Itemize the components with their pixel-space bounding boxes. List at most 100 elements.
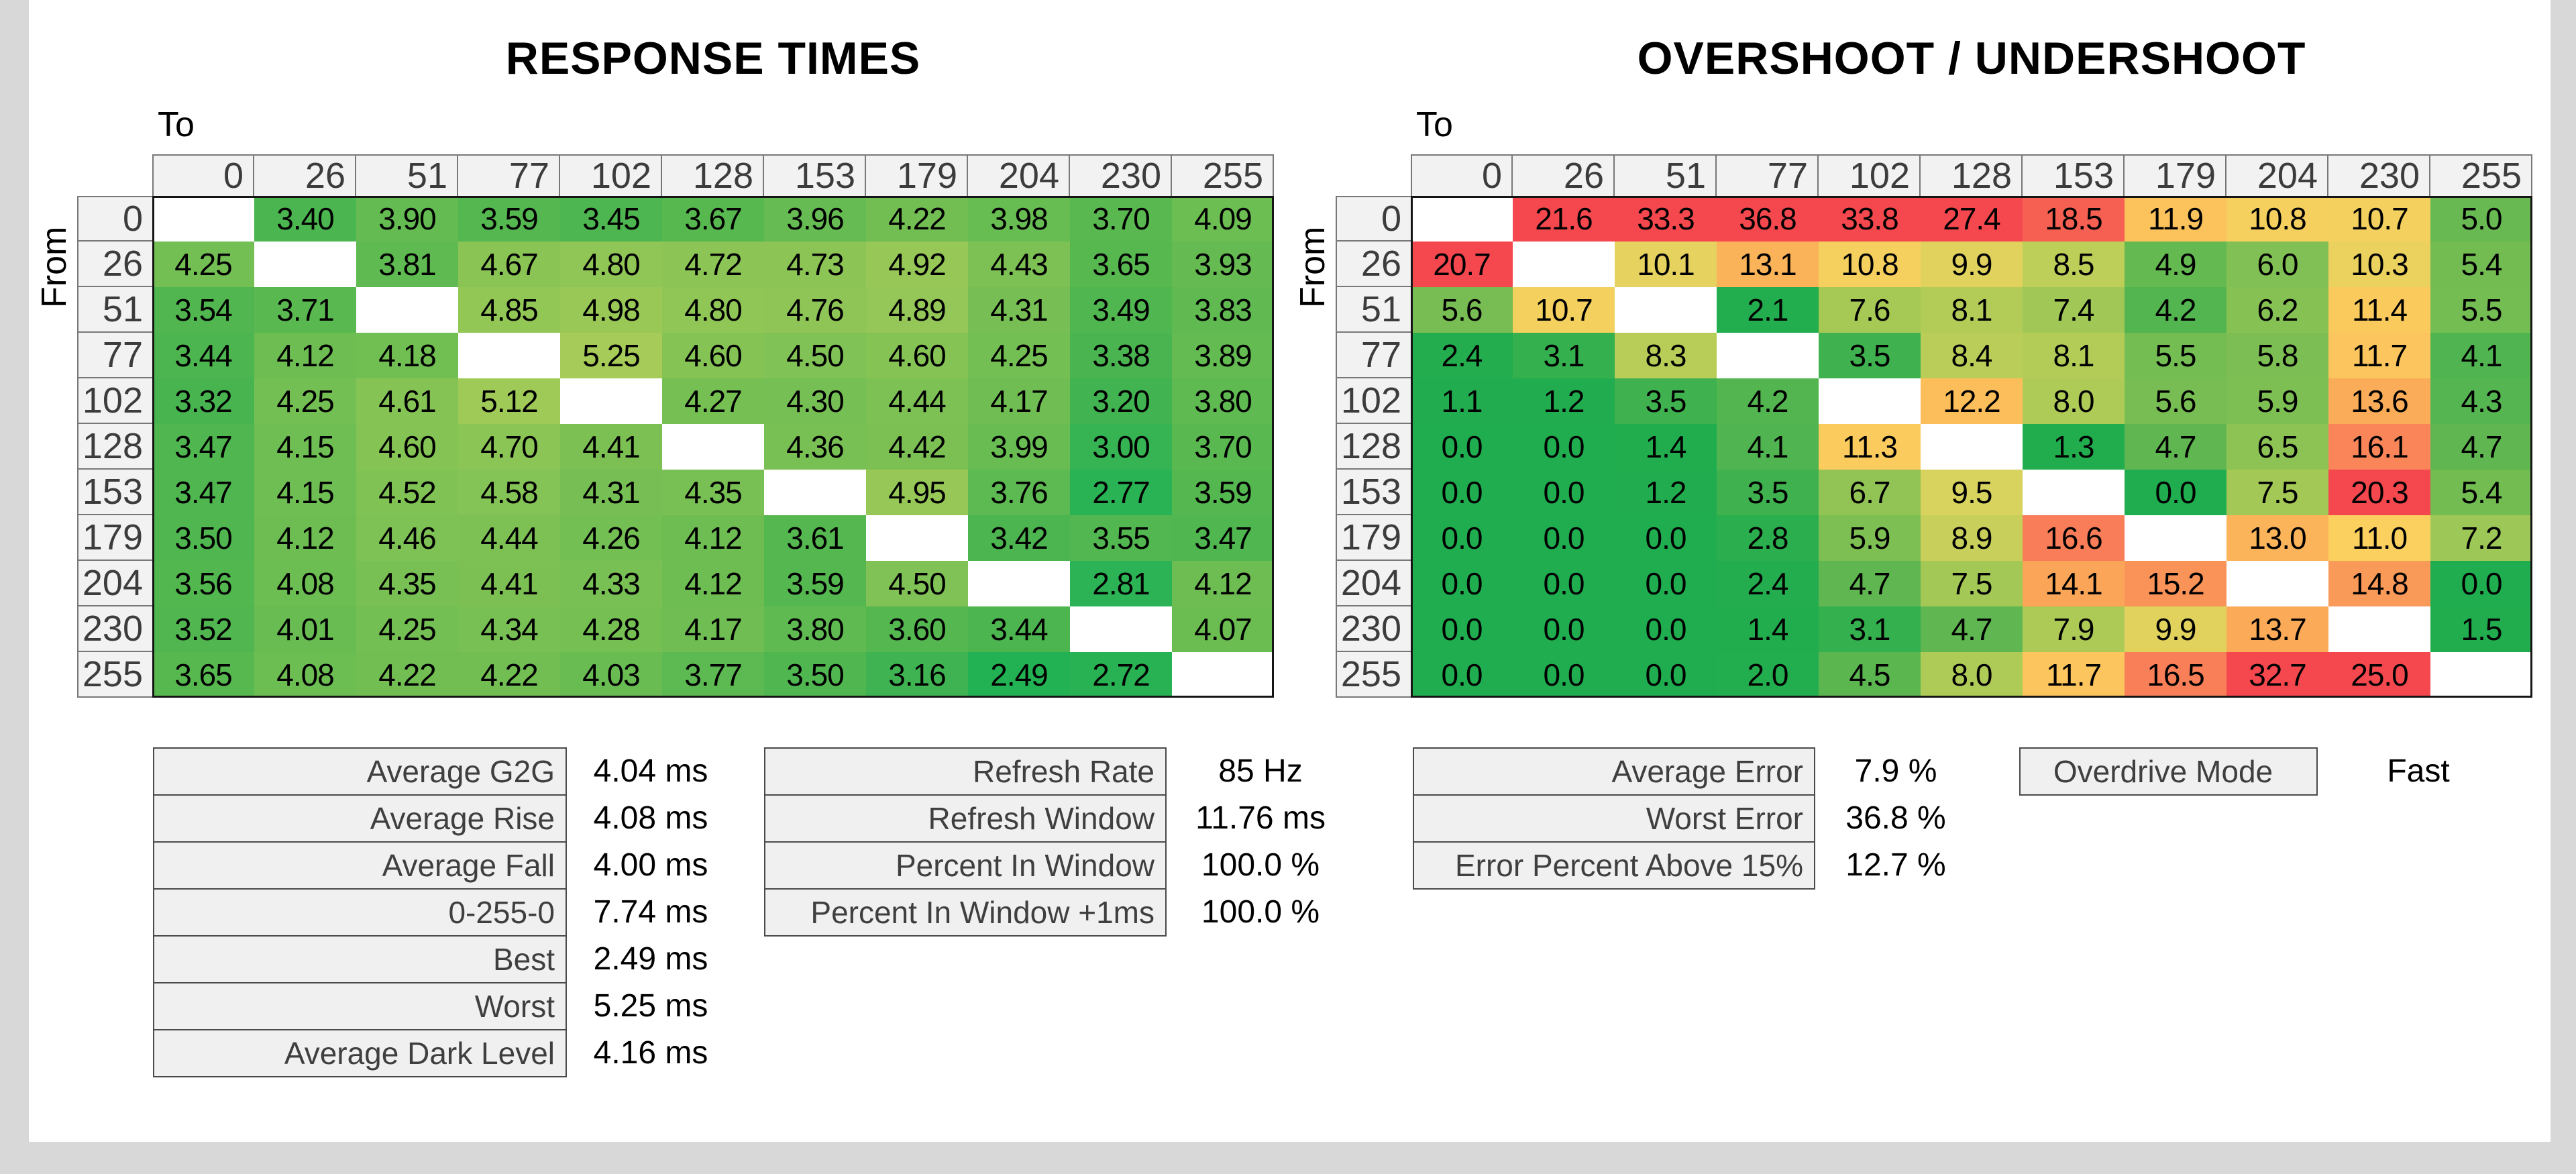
heatmap-cell: 4.3 bbox=[2430, 378, 2532, 424]
heatmap-cell: 14.1 bbox=[2023, 561, 2125, 606]
stats-label: Average Dark Level bbox=[153, 1029, 567, 1077]
heatmap-cell: 9.5 bbox=[1921, 470, 2023, 515]
heatmap-cell: 4.08 bbox=[254, 561, 356, 606]
heatmap-cell: 0.0 bbox=[1513, 515, 1615, 561]
heatmap-cell bbox=[1921, 424, 2023, 470]
row-header-from-128: 128 bbox=[1336, 424, 1411, 470]
heatmap-cell: 16.1 bbox=[2328, 424, 2430, 470]
column-header-to-77: 77 bbox=[1717, 154, 1819, 196]
column-header-to-102: 102 bbox=[1819, 154, 1921, 196]
heatmap-cell bbox=[764, 470, 866, 515]
heatmap-cell: 3.60 bbox=[866, 606, 968, 652]
heatmap-cell: 10.7 bbox=[2328, 196, 2430, 242]
heatmap-cell: 2.49 bbox=[968, 652, 1070, 698]
heatmap-cell: 4.12 bbox=[1172, 561, 1274, 606]
heatmap-corner-spacer bbox=[1336, 154, 1411, 196]
heatmap-cell bbox=[1615, 287, 1717, 333]
heatmap-cell: 10.8 bbox=[2226, 196, 2328, 242]
stats-label: Error Percent Above 15% bbox=[1413, 841, 1815, 890]
stats-row: Percent In Window +1ms 100.0 % bbox=[764, 888, 1354, 937]
heatmap-cell: 3.59 bbox=[458, 196, 560, 242]
heatmap-cell bbox=[2328, 606, 2430, 652]
heatmap-cell bbox=[458, 333, 560, 378]
heatmap-cell: 3.67 bbox=[662, 196, 764, 242]
heatmap-cell: 13.7 bbox=[2226, 606, 2328, 652]
heatmap-cell: 10.1 bbox=[1615, 242, 1717, 287]
heatmap-cell: 0.0 bbox=[1411, 424, 1513, 470]
heatmap-cell: 3.32 bbox=[152, 378, 254, 424]
heatmap-cell: 3.81 bbox=[356, 242, 458, 287]
heatmap-cell: 5.5 bbox=[2125, 333, 2226, 378]
overdrive-mode-label: Overdrive Mode bbox=[2019, 747, 2318, 796]
stats-row: Average G2G 4.04 ms bbox=[153, 747, 735, 796]
heatmap-cell: 8.0 bbox=[2023, 378, 2125, 424]
stats-label: Worst bbox=[153, 982, 567, 1030]
heatmap-cell: 4.58 bbox=[458, 470, 560, 515]
heatmap-cell: 4.15 bbox=[254, 470, 356, 515]
heatmap-cell bbox=[356, 287, 458, 333]
refresh-stats-table: Refresh Rate 85 Hz Refresh Window 11.76 ms P… bbox=[764, 747, 1354, 937]
heatmap-cell: 3.98 bbox=[968, 196, 1070, 242]
heatmap-cell: 5.6 bbox=[1411, 287, 1513, 333]
stats-value: 4.04 ms bbox=[593, 753, 708, 789]
stats-label: Refresh Window bbox=[764, 794, 1167, 843]
heatmap-cell: 5.9 bbox=[2226, 378, 2328, 424]
heatmap-cell: 3.55 bbox=[1070, 515, 1172, 561]
heatmap-cell bbox=[1070, 606, 1172, 652]
heatmap-cell: 0.0 bbox=[1615, 652, 1717, 698]
heatmap-cell: 4.17 bbox=[662, 606, 764, 652]
stats-value: 5.25 ms bbox=[593, 988, 708, 1024]
heatmap-cell: 4.25 bbox=[968, 333, 1070, 378]
heatmap-cell: 3.76 bbox=[968, 470, 1070, 515]
heatmap-cell: 8.1 bbox=[2023, 333, 2125, 378]
column-header-to-153: 153 bbox=[2023, 154, 2125, 196]
stats-row: Average Dark Level 4.16 ms bbox=[153, 1029, 735, 1077]
heatmap-cell: 7.2 bbox=[2430, 515, 2532, 561]
heatmap-cell: 12.2 bbox=[1921, 378, 2023, 424]
heatmap-cell: 3.59 bbox=[764, 561, 866, 606]
heatmap-cell: 2.1 bbox=[1717, 287, 1819, 333]
heatmap-cell: 2.72 bbox=[1070, 652, 1172, 698]
heatmap-cell: 3.99 bbox=[968, 424, 1070, 470]
heatmap-cell: 10.7 bbox=[1513, 287, 1615, 333]
heatmap-cell: 4.85 bbox=[458, 287, 560, 333]
heatmap-cell: 3.80 bbox=[1172, 378, 1274, 424]
heatmap-corner-spacer bbox=[77, 154, 152, 196]
stats-row: Average Error 7.9 % bbox=[1413, 747, 1976, 796]
heatmap-cell: 20.3 bbox=[2328, 470, 2430, 515]
heatmap-cell: 0.0 bbox=[1411, 606, 1513, 652]
heatmap-cell: 3.71 bbox=[254, 287, 356, 333]
column-header-to-204: 204 bbox=[2226, 154, 2328, 196]
row-header-from-255: 255 bbox=[1336, 652, 1411, 698]
heatmap-cell: 4.12 bbox=[254, 333, 356, 378]
heatmap-cell bbox=[2125, 515, 2226, 561]
heatmap-cell: 11.0 bbox=[2328, 515, 2430, 561]
heatmap-cell: 8.5 bbox=[2023, 242, 2125, 287]
heatmap-cell bbox=[1819, 378, 1921, 424]
response-from-axis-label: From bbox=[35, 226, 74, 308]
heatmap-cell: 1.3 bbox=[2023, 424, 2125, 470]
heatmap-cell: 10.3 bbox=[2328, 242, 2430, 287]
heatmap-cell: 3.83 bbox=[1172, 287, 1274, 333]
row-header-from-255: 255 bbox=[77, 652, 152, 698]
heatmap-cell: 4.35 bbox=[662, 470, 764, 515]
heatmap-cell: 4.12 bbox=[662, 515, 764, 561]
heatmap-cell: 4.70 bbox=[458, 424, 560, 470]
overshoot-from-axis-label: From bbox=[1293, 226, 1332, 308]
heatmap-cell: 36.8 bbox=[1717, 196, 1819, 242]
heatmap-cell: 4.41 bbox=[458, 561, 560, 606]
heatmap-cell: 8.1 bbox=[1921, 287, 2023, 333]
stats-row: Error Percent Above 15% 12.7 % bbox=[1413, 841, 1976, 890]
row-header-from-204: 204 bbox=[77, 561, 152, 606]
heatmap-cell: 3.16 bbox=[866, 652, 968, 698]
heatmap-cell: 0.0 bbox=[1615, 561, 1717, 606]
heatmap-cell: 3.47 bbox=[152, 424, 254, 470]
heatmap-cell: 0.0 bbox=[1615, 606, 1717, 652]
row-header-from-77: 77 bbox=[77, 333, 152, 378]
heatmap-cell: 4.1 bbox=[1717, 424, 1819, 470]
stats-row: 0-255-0 7.74 ms bbox=[153, 888, 735, 937]
column-header-to-26: 26 bbox=[1513, 154, 1615, 196]
stats-label: Refresh Rate bbox=[764, 747, 1167, 796]
overdrive-mode-value: Fast bbox=[2387, 753, 2450, 789]
heatmap-cell: 4.09 bbox=[1172, 196, 1274, 242]
